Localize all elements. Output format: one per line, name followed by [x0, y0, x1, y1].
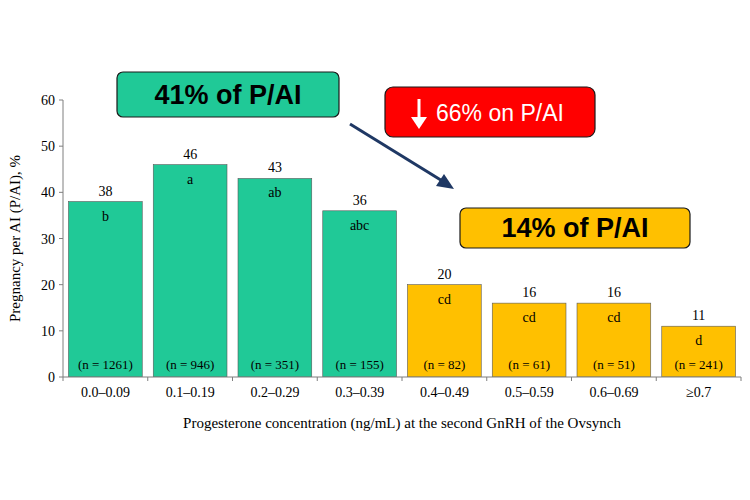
- annotation-text: 41% of P/AI: [154, 80, 301, 110]
- bar: [577, 303, 651, 377]
- y-tick-label: 0: [48, 370, 55, 385]
- data-label: 16: [522, 285, 536, 300]
- y-tick-label: 10: [41, 324, 55, 339]
- significance-letter: cd: [523, 310, 536, 325]
- significance-letter: ab: [268, 185, 281, 200]
- bar: [662, 326, 736, 377]
- y-tick: [59, 330, 63, 331]
- data-label: 46: [183, 147, 197, 162]
- y-tick: [59, 377, 63, 378]
- y-tick-label: 50: [41, 139, 55, 154]
- x-tick: [486, 377, 487, 381]
- y-tick: [59, 284, 63, 285]
- x-tick-label: 0.0–0.09: [81, 385, 130, 400]
- x-tick-label: 0.2–0.29: [250, 385, 299, 400]
- significance-letter: b: [102, 209, 109, 224]
- significance-letter: cd: [607, 310, 620, 325]
- down-arrow-head: [411, 117, 427, 129]
- annotation-box: [117, 72, 339, 117]
- y-tick-label: 20: [41, 278, 55, 293]
- x-tick-label: 0.4–0.49: [420, 385, 469, 400]
- y-tick: [59, 238, 63, 239]
- bar: [153, 165, 227, 377]
- y-tick-label: 60: [41, 93, 55, 108]
- x-tick-label: ≥0.7: [686, 385, 711, 400]
- x-tick: [317, 377, 318, 381]
- y-tick-label: 40: [41, 185, 55, 200]
- n-label: (n = 351): [251, 357, 300, 372]
- x-tick: [147, 377, 148, 381]
- y-tick: [59, 100, 63, 101]
- x-tick-label: 0.3–0.39: [335, 385, 384, 400]
- significance-letter: d: [695, 333, 702, 348]
- x-tick: [232, 377, 233, 381]
- significance-letter: abc: [350, 218, 369, 233]
- data-label: 20: [437, 267, 451, 282]
- y-axis-title: Pregnancy per AI (P/AI), %: [7, 155, 24, 322]
- annotation-box: [460, 208, 690, 248]
- data-label: 11: [692, 308, 705, 323]
- n-label: (n = 241): [674, 357, 723, 372]
- x-tick-label: 0.5–0.59: [505, 385, 554, 400]
- connector-arrowhead: [436, 174, 454, 189]
- bar: [492, 303, 566, 377]
- bars: [69, 165, 736, 377]
- x-tick: [402, 377, 403, 381]
- n-label: (n = 946): [166, 357, 215, 372]
- chart: 38 b (n = 1261) 46 a (n = 946) 43 ab (n = 351) 36…: [0, 0, 750, 500]
- bar: [69, 202, 143, 377]
- x-tick: [741, 377, 742, 381]
- n-label: (n = 1261): [78, 357, 133, 372]
- data-label: 36: [353, 193, 367, 208]
- annotation-text: 14% of P/AI: [501, 213, 648, 243]
- x-tick-label: 0.6–0.69: [589, 385, 638, 400]
- chart-container: 38 b (n = 1261) 46 a (n = 946) 43 ab (n = 351) 36…: [0, 0, 750, 500]
- bar: [323, 211, 397, 377]
- x-tick: [571, 377, 572, 381]
- y-tick: [59, 192, 63, 193]
- x-tick-label: 0.1–0.19: [166, 385, 215, 400]
- significance-letter: a: [187, 172, 194, 187]
- n-label: (n = 51): [593, 357, 635, 372]
- data-label: 43: [268, 160, 282, 175]
- n-label: (n = 155): [335, 357, 384, 372]
- bar: [238, 178, 312, 377]
- x-tick: [656, 377, 657, 381]
- y-tick: [59, 146, 63, 147]
- x-tick: [63, 377, 64, 381]
- bar: [408, 285, 482, 377]
- data-label: 38: [98, 184, 112, 199]
- y-tick-label: 30: [41, 232, 55, 247]
- annotation-text: 66% on P/AI: [436, 100, 564, 126]
- annotation-box: [385, 87, 595, 137]
- x-axis-title: Progesterone concentration (ng/mL) at th…: [183, 415, 621, 432]
- significance-letter: cd: [438, 292, 451, 307]
- n-label: (n = 82): [423, 357, 465, 372]
- data-label: 16: [607, 285, 621, 300]
- n-label: (n = 61): [508, 357, 550, 372]
